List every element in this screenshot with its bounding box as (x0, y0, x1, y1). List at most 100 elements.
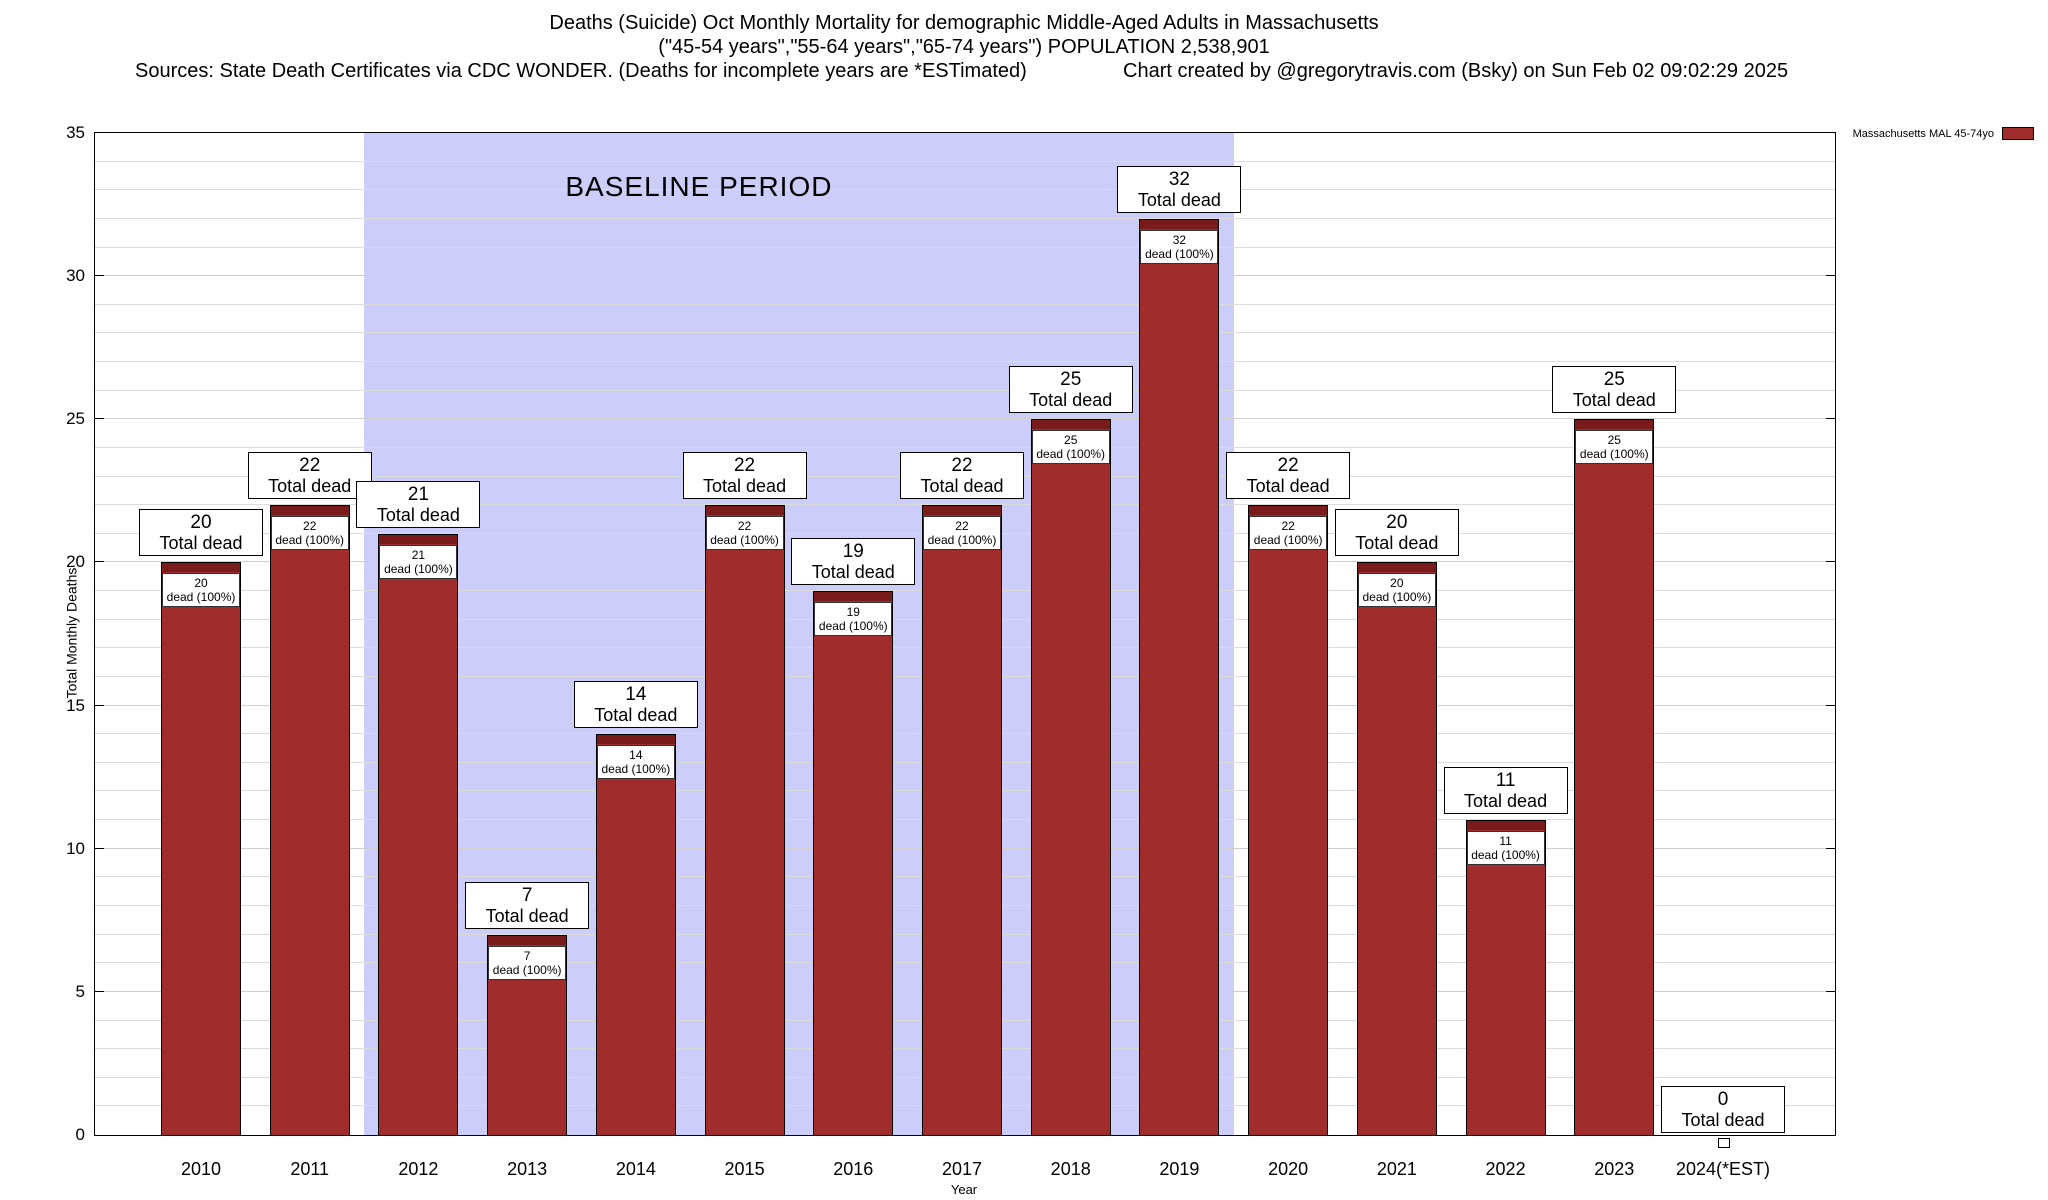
total-dead-text: Total dead (1137, 189, 1221, 210)
total-dead-text: Total dead (159, 533, 243, 554)
bar-value-label-2012: 21 dead (100%) (379, 544, 458, 579)
total-dead-number: 19 (842, 541, 864, 563)
x-tick-label-2010: 2010 (180, 1159, 222, 1179)
total-dead-number: 20 (1386, 512, 1408, 534)
x-tick-label-2018: 2018 (1050, 1159, 1091, 1179)
total-dead-text: Total dead (811, 562, 895, 583)
total-dead-text: Total dead (1464, 791, 1548, 812)
y-tick-right-10 (1826, 847, 1835, 849)
y-tick-label-5: 5 (75, 981, 85, 1001)
bar-cap-2017 (922, 506, 1001, 516)
gridline-y29 (95, 303, 1835, 305)
total-dead-number: 25 (1603, 369, 1625, 391)
total-dead-number: 22 (299, 455, 321, 477)
bar-2013: 7 dead (100%) (487, 934, 568, 1135)
bar-value-suffix: dead (100%) (927, 533, 997, 548)
y-tick-left-15 (95, 704, 104, 706)
bar-value-suffix: dead (100%) (1036, 447, 1106, 462)
legend-color-swatch (2002, 127, 2034, 140)
bar-2014: 14 dead (100%) (595, 734, 676, 1135)
x-tick-label-2014: 2014 (615, 1159, 656, 1179)
bar-2017: 22 dead (100%) (921, 505, 1002, 1135)
y-tick-left-25 (95, 418, 104, 420)
total-dead-label-2012: 21 Total dead (356, 480, 481, 528)
total-dead-text: Total dead (376, 504, 460, 525)
y-tick-label-35: 35 (66, 123, 85, 142)
gridline-y34 (95, 160, 1835, 162)
total-dead-number: 22 (1277, 455, 1299, 477)
bar-value-suffix: dead (100%) (1362, 590, 1432, 605)
legend: Massachusetts MAL 45-74yo (1853, 127, 2034, 140)
bar-value-suffix: dead (100%) (492, 962, 562, 977)
legend-series-label: Massachusetts MAL 45-74yo (1852, 127, 1994, 140)
total-dead-number: 0 (1717, 1089, 1729, 1110)
bar-value-label-2018: 25 dead (100%) (1031, 430, 1110, 465)
bar-value-number: 14 (629, 748, 643, 763)
total-dead-label-2016: 19 Total dead (791, 538, 916, 586)
gridline-y28 (95, 332, 1835, 334)
bar-value-suffix: dead (100%) (1471, 848, 1540, 863)
total-dead-text: Total dead (1355, 533, 1439, 554)
bar-value-label-2014: 14 dead (100%) (596, 745, 675, 780)
bar-cap-2019 (1140, 219, 1219, 229)
total-dead-label-2018: 25 Total dead (1008, 366, 1133, 414)
total-dead-label-2015: 22 Total dead (682, 452, 807, 500)
total-dead-text: Total dead (1572, 390, 1656, 411)
total-dead-text: Total dead (1246, 476, 1330, 497)
total-dead-label-2023: 25 Total dead (1552, 366, 1677, 414)
gridline-y33 (95, 189, 1835, 191)
bar-cap-2018 (1031, 420, 1110, 430)
bar-value-suffix: dead (100%) (1579, 447, 1649, 462)
bar-cap-2011 (270, 506, 349, 516)
total-dead-number: 32 (1168, 168, 1190, 190)
bar-value-number: 32 (1172, 232, 1187, 247)
total-dead-label-2019: 32 Total dead (1117, 165, 1242, 213)
bar-value-suffix: dead (100%) (710, 533, 779, 548)
x-tick-label-2015: 2015 (724, 1159, 765, 1179)
bar-value-number: 21 (411, 547, 426, 562)
total-dead-text: Total dead (920, 476, 1004, 497)
bar-2022: 11 dead (100%) (1465, 820, 1546, 1135)
x-tick-label-2017: 2017 (941, 1159, 983, 1179)
bar-value-label-2011: 22 dead (100%) (270, 516, 349, 551)
x-tick-label-2016: 2016 (833, 1159, 874, 1179)
total-dead-number: 14 (625, 684, 647, 706)
x-axis-title: Year (950, 1182, 978, 1197)
total-dead-text: Total dead (1029, 390, 1113, 411)
gridline-y30 (95, 275, 1835, 277)
y-tick-right-25 (1826, 418, 1835, 420)
y-tick-label-25: 25 (66, 409, 85, 429)
bar-value-label-2015: 22 dead (100%) (705, 516, 784, 551)
y-tick-left-20 (95, 561, 104, 563)
bar-2020: 22 dead (100%) (1248, 505, 1329, 1135)
plot-area: BASELINE PERIOD 20 dead (100%) 20 Total dea… (66, 123, 1836, 1179)
bar-cap-2013 (488, 935, 567, 945)
y-tick-left-30 (95, 275, 104, 277)
bar-value-suffix: dead (100%) (275, 533, 345, 548)
bar-value-label-2020: 22 dead (100%) (1249, 516, 1328, 551)
chart-title-line1: Deaths (Suicide) Oct Monthly Mortality f… (549, 12, 1379, 34)
total-dead-text: Total dead (268, 476, 352, 497)
zero-bar-marker-2024(*EST) (1717, 1138, 1730, 1148)
x-tick-label-2011: 2011 (290, 1159, 330, 1179)
total-dead-number: 7 (521, 884, 533, 906)
bar-value-suffix: dead (100%) (1145, 246, 1214, 261)
bar-value-suffix: dead (100%) (384, 561, 453, 576)
bar-2019: 32 dead (100%) (1139, 218, 1220, 1135)
gridline-y27 (95, 361, 1835, 363)
total-dead-number: 22 (733, 455, 756, 477)
y-tick-right-20 (1826, 561, 1835, 563)
bar-value-number: 19 (846, 605, 860, 620)
total-dead-text: Total dead (703, 476, 787, 497)
total-dead-label-2017: 22 Total dead (899, 452, 1024, 500)
y-tick-label-30: 30 (66, 266, 85, 286)
y-tick-right-15 (1826, 704, 1835, 706)
x-tick-label-2020: 2020 (1268, 1159, 1309, 1179)
bar-value-number: 7 (523, 948, 531, 963)
bar-value-label-2017: 22 dead (100%) (922, 516, 1001, 551)
y-tick-label-0: 0 (75, 1125, 85, 1144)
gridline-y31 (95, 246, 1835, 248)
bar-value-number: 22 (303, 519, 317, 534)
bar-value-label-2010: 20 dead (100%) (162, 573, 240, 608)
